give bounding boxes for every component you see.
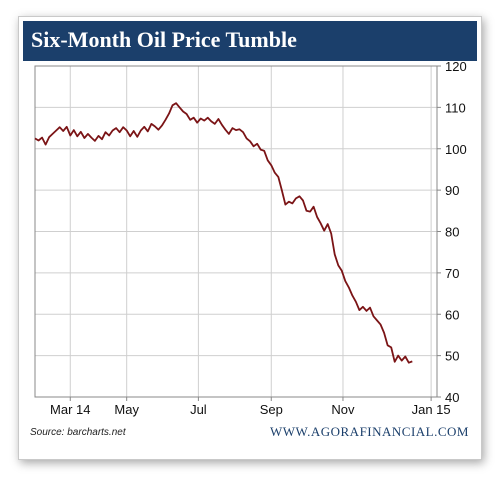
y-tick-label: 110: [445, 100, 466, 115]
y-tick-label: 60: [445, 307, 459, 322]
gridlines: [35, 65, 441, 401]
price-line: [34, 102, 413, 364]
plot-frame: [34, 65, 438, 398]
y-tick-label: 50: [445, 349, 459, 364]
x-tick-label: Jan 15: [412, 402, 451, 417]
y-tick-label: 90: [445, 183, 459, 198]
x-tick-label: May: [114, 402, 139, 417]
y-tick-label: 40: [445, 390, 459, 405]
y-tick-label: 100: [445, 142, 467, 157]
x-tick-labels: Mar 14 May Jul Sep Nov Jan 15: [50, 402, 451, 417]
y-tick-label: 120: [445, 59, 467, 74]
x-tick-label: Nov: [331, 402, 355, 417]
website-link[interactable]: WWW.AGORAFINANCIAL.COM: [269, 424, 469, 439]
y-tick-label: 70: [445, 266, 459, 281]
source-note: Source: barcharts.net: [30, 427, 126, 438]
chart-card: Six-Month Oil Price Tumble: [18, 16, 482, 460]
title-bar: Six-Month Oil Price Tumble: [23, 21, 477, 61]
y-tick-label: 80: [445, 225, 459, 240]
x-tick-label: Mar 14: [50, 402, 90, 417]
x-tick-label: Jul: [190, 402, 207, 417]
y-tick-labels: 40 50 60 70 80 90 100 110 120: [445, 59, 467, 405]
x-tick-label: Sep: [260, 402, 283, 417]
chart-title: Six-Month Oil Price Tumble: [31, 27, 297, 52]
